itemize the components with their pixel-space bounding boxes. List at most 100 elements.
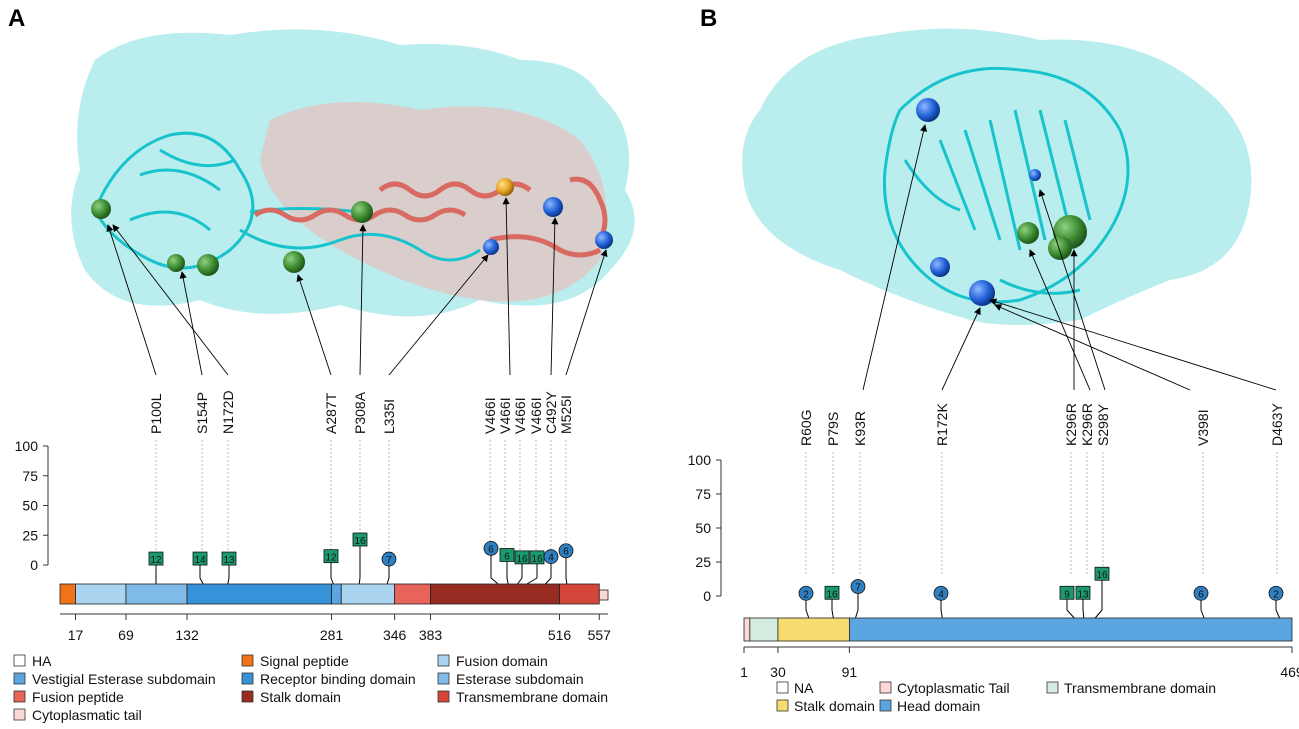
mutation-spheres	[916, 98, 1087, 306]
marker-circle	[933, 585, 949, 601]
x-tick-label: 69	[118, 627, 134, 643]
mutation-label: V466I	[482, 397, 498, 434]
marker-square	[1094, 566, 1110, 581]
x-axis-a: 17 69 132 281 346 383 516 557	[60, 613, 611, 643]
mutation-label: K93R	[852, 411, 868, 446]
y-axis-a: 100 75 50 25 0	[15, 438, 49, 573]
x-tick-label: 91	[842, 664, 858, 680]
legend-swatch	[776, 699, 789, 712]
x-tick-label: 469	[1280, 664, 1299, 680]
legend-swatch	[1046, 681, 1059, 694]
legend-label: Stalk domain	[794, 698, 875, 714]
mutation-label: P79S	[825, 412, 841, 446]
marker-label: 12	[325, 553, 337, 564]
marker-circle	[798, 585, 814, 601]
panel-label: B	[700, 5, 717, 32]
legend-a: HA Signal peptide Fusion domain Vestigial E…	[13, 653, 608, 723]
legend-label: Vestigial Esterase subdomain	[32, 671, 216, 687]
mutation-label: V398I	[1195, 409, 1211, 446]
mutation-arrows	[106, 197, 608, 376]
y-tick-label: 25	[22, 527, 38, 543]
marker-square	[1075, 585, 1091, 600]
x-tick-label: 281	[320, 627, 344, 643]
legend-swatch	[241, 672, 254, 685]
mutation-label: D463Y	[1269, 403, 1285, 446]
legend-label: HA	[32, 653, 52, 669]
y-axis-b: 100 75 50 25 0	[688, 452, 722, 604]
panel-label: A	[8, 5, 25, 32]
mutation-label: K296R	[1063, 403, 1079, 446]
legend-label: Stalk domain	[260, 689, 341, 705]
x-tick-label: 346	[383, 627, 407, 643]
mutation-label: P308A	[352, 391, 368, 434]
marker-square	[221, 551, 237, 566]
marker-label: 16	[531, 554, 543, 565]
marker-square	[1059, 585, 1075, 600]
mutation-label: V466I	[497, 397, 513, 434]
marker-label: 2	[803, 589, 809, 600]
domain-segment	[394, 583, 431, 605]
domain-segment	[598, 589, 609, 601]
x-tick-label: 516	[548, 627, 572, 643]
mutation-labels-a: P100L S154P N172D A287T P308A L335I V466I V466I…	[148, 390, 574, 434]
legend-label: Cytoplasmatic tail	[32, 707, 142, 723]
surface-shape	[742, 28, 1252, 325]
mutation-label: S154P	[194, 392, 210, 434]
domain-bar-b	[743, 617, 1293, 642]
domain-segment	[125, 583, 188, 605]
y-tick-label: 50	[695, 520, 711, 536]
mutation-label: R172K	[934, 403, 950, 446]
marker-square	[352, 532, 368, 547]
marker-label: 2	[1273, 589, 1279, 600]
domain-segment	[743, 617, 751, 642]
mutation-label: V466I	[528, 397, 544, 434]
marker-label: 13	[223, 555, 235, 566]
y-tick-label: 100	[688, 452, 712, 468]
domain-segment	[559, 583, 600, 605]
legend-label: Signal peptide	[260, 653, 349, 669]
marker-square	[148, 551, 164, 566]
marker-label: 9	[1064, 589, 1070, 600]
protein-structure-b	[742, 28, 1277, 391]
marker-circle	[1193, 585, 1209, 601]
legend-label: Fusion domain	[456, 653, 548, 669]
legend-swatch	[437, 654, 450, 667]
x-tick-label: 30	[770, 664, 786, 680]
domain-segment	[749, 617, 779, 642]
marker-square	[323, 549, 339, 564]
marker-label: 16	[516, 554, 528, 565]
y-tick-label: 100	[15, 438, 39, 454]
marker-label: 6	[563, 547, 569, 558]
marker-label: 16	[354, 536, 366, 547]
legend-swatch	[241, 654, 254, 667]
legend-label: Receptor binding domain	[260, 671, 416, 687]
x-axis-b: 1 30 91 469	[740, 646, 1299, 680]
marker-circle	[850, 579, 866, 594]
marker-circle	[558, 543, 574, 559]
y-tick-label: 0	[30, 557, 38, 573]
guide-lines-b	[805, 452, 1278, 575]
legend-swatch	[13, 708, 26, 721]
legend-label: Cytoplasmatic Tail	[897, 680, 1010, 696]
panel-a: A	[8, 5, 635, 723]
legend-label: Fusion peptide	[32, 689, 124, 705]
protein-structure-a	[71, 29, 635, 376]
mutation-label: S298Y	[1095, 403, 1111, 446]
x-tick-label: 132	[175, 627, 199, 643]
mutation-label: C492Y	[543, 391, 559, 434]
marker-circle	[1268, 585, 1284, 601]
marker-label: 12	[150, 555, 162, 566]
mutation-label: M525I	[558, 395, 574, 434]
mutation-label: K296R	[1079, 403, 1095, 446]
marker-circle	[543, 549, 559, 565]
marker-circle	[483, 540, 499, 556]
y-tick-label: 75	[695, 486, 711, 502]
marker-label: 16	[1096, 570, 1108, 581]
mutation-label: N172D	[220, 390, 236, 434]
marker-label: 6	[1198, 589, 1204, 600]
legend-swatch	[13, 672, 26, 685]
legend-label: Transmembrane domain	[1064, 680, 1216, 696]
legend-swatch	[879, 699, 892, 712]
domain-segment	[430, 583, 560, 605]
x-tick-label: 383	[419, 627, 443, 643]
